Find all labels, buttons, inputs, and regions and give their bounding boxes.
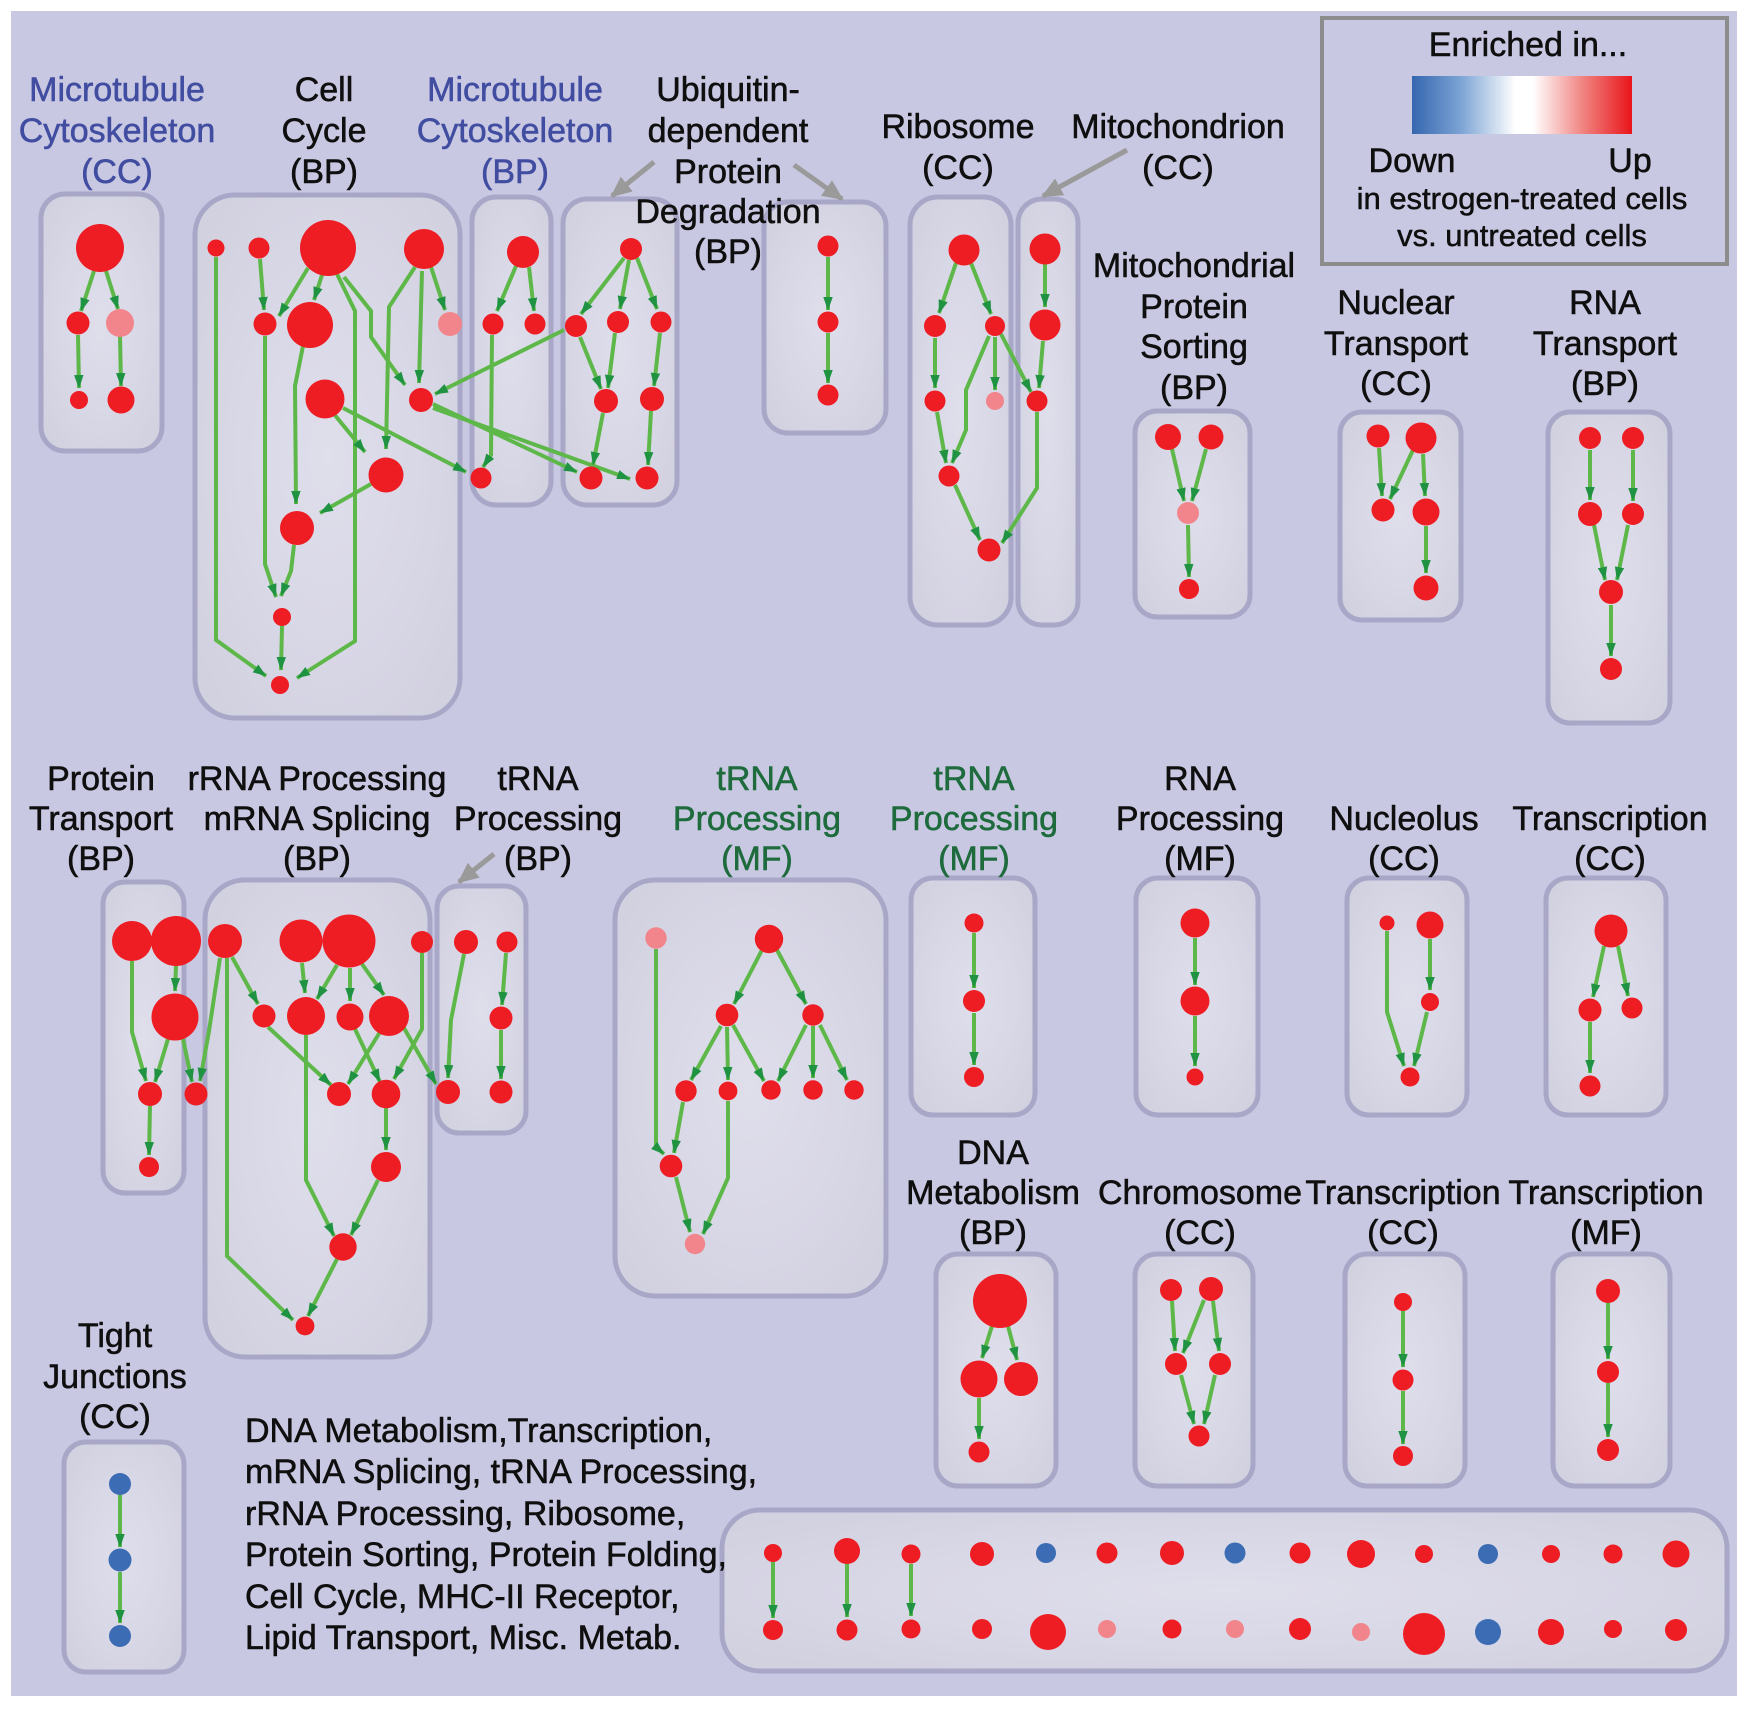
svg-text:mRNA Splicing: mRNA Splicing [204, 800, 431, 838]
svg-text:rRNA Processing: rRNA Processing [188, 760, 447, 798]
svg-text:(BP): (BP) [290, 153, 358, 191]
svg-text:(CC): (CC) [1164, 1214, 1236, 1252]
svg-text:Chromosome: Chromosome [1098, 1174, 1302, 1212]
svg-text:Transcription: Transcription [1305, 1174, 1500, 1212]
svg-text:(BP): (BP) [959, 1214, 1027, 1252]
svg-text:(CC): (CC) [1360, 365, 1432, 403]
svg-text:(CC): (CC) [1574, 840, 1646, 878]
svg-text:Transcription: Transcription [1512, 800, 1707, 838]
svg-text:Protein: Protein [674, 153, 782, 191]
svg-text:DNA Metabolism,Transcription,: DNA Metabolism,Transcription, [245, 1412, 712, 1450]
svg-text:DNA: DNA [957, 1134, 1029, 1172]
svg-text:vs. untreated cells: vs. untreated cells [1397, 218, 1647, 253]
svg-text:(MF): (MF) [938, 840, 1010, 878]
svg-text:Cell: Cell [295, 71, 354, 109]
svg-text:Degradation: Degradation [635, 193, 820, 231]
svg-text:Processing: Processing [1116, 800, 1284, 838]
svg-text:Cytoskeleton: Cytoskeleton [19, 112, 216, 150]
svg-text:Mitochondrial: Mitochondrial [1093, 247, 1295, 285]
svg-text:Transport: Transport [1324, 325, 1469, 363]
svg-text:Enriched in...: Enriched in... [1429, 26, 1627, 64]
svg-text:Transport: Transport [1533, 325, 1678, 363]
svg-text:Processing: Processing [673, 800, 841, 838]
svg-text:in estrogen-treated cells: in estrogen-treated cells [1357, 181, 1688, 216]
svg-text:Cell Cycle, MHC-II Receptor,: Cell Cycle, MHC-II Receptor, [245, 1578, 680, 1616]
svg-text:(MF): (MF) [721, 840, 793, 878]
svg-text:Sorting: Sorting [1140, 328, 1248, 366]
svg-text:(CC): (CC) [922, 149, 994, 187]
svg-text:RNA: RNA [1569, 284, 1641, 322]
svg-text:Cytoskeleton: Cytoskeleton [417, 112, 614, 150]
svg-text:(CC): (CC) [1367, 1214, 1439, 1252]
svg-text:(BP): (BP) [1571, 365, 1639, 403]
svg-text:(CC): (CC) [1368, 840, 1440, 878]
svg-text:Protein Sorting, Protein Foldi: Protein Sorting, Protein Folding, [245, 1536, 727, 1574]
svg-text:(BP): (BP) [694, 233, 762, 271]
svg-text:(BP): (BP) [67, 840, 135, 878]
svg-text:Cycle: Cycle [281, 112, 366, 150]
svg-text:Transport: Transport [29, 800, 174, 838]
svg-text:(MF): (MF) [1570, 1214, 1642, 1252]
svg-text:(CC): (CC) [1142, 149, 1214, 187]
svg-text:Mitochondrion: Mitochondrion [1071, 108, 1285, 146]
svg-text:Metabolism: Metabolism [906, 1174, 1080, 1212]
svg-text:Microtubule: Microtubule [427, 71, 603, 109]
svg-text:(MF): (MF) [1164, 840, 1236, 878]
svg-text:mRNA Splicing, tRNA Processing: mRNA Splicing, tRNA Processing, [245, 1453, 757, 1491]
svg-text:(CC): (CC) [79, 1398, 151, 1436]
svg-text:(BP): (BP) [504, 840, 572, 878]
svg-text:Junctions: Junctions [43, 1358, 187, 1396]
svg-text:(BP): (BP) [283, 840, 351, 878]
svg-text:Nuclear: Nuclear [1337, 284, 1454, 322]
svg-text:(BP): (BP) [481, 153, 549, 191]
svg-text:(BP): (BP) [1160, 369, 1228, 407]
svg-text:Tight: Tight [78, 1317, 153, 1355]
svg-text:Up: Up [1608, 142, 1651, 180]
svg-text:Lipid Transport, Misc. Metab.: Lipid Transport, Misc. Metab. [245, 1619, 682, 1657]
svg-text:Transcription: Transcription [1508, 1174, 1703, 1212]
svg-text:(CC): (CC) [81, 153, 153, 191]
svg-text:Processing: Processing [890, 800, 1058, 838]
svg-text:dependent: dependent [648, 112, 809, 150]
svg-text:Ribosome: Ribosome [881, 108, 1034, 146]
svg-text:Microtubule: Microtubule [29, 71, 205, 109]
svg-text:Ubiquitin-: Ubiquitin- [656, 71, 800, 109]
svg-text:RNA: RNA [1164, 760, 1236, 798]
svg-text:Protein: Protein [47, 760, 155, 798]
svg-text:Processing: Processing [454, 800, 622, 838]
svg-text:Protein: Protein [1140, 288, 1248, 326]
svg-text:tRNA: tRNA [716, 760, 798, 798]
svg-text:rRNA Processing, Ribosome,: rRNA Processing, Ribosome, [245, 1495, 685, 1533]
svg-text:tRNA: tRNA [933, 760, 1015, 798]
svg-text:Down: Down [1369, 142, 1456, 180]
svg-text:Nucleolus: Nucleolus [1329, 800, 1478, 838]
svg-text:tRNA: tRNA [497, 760, 579, 798]
